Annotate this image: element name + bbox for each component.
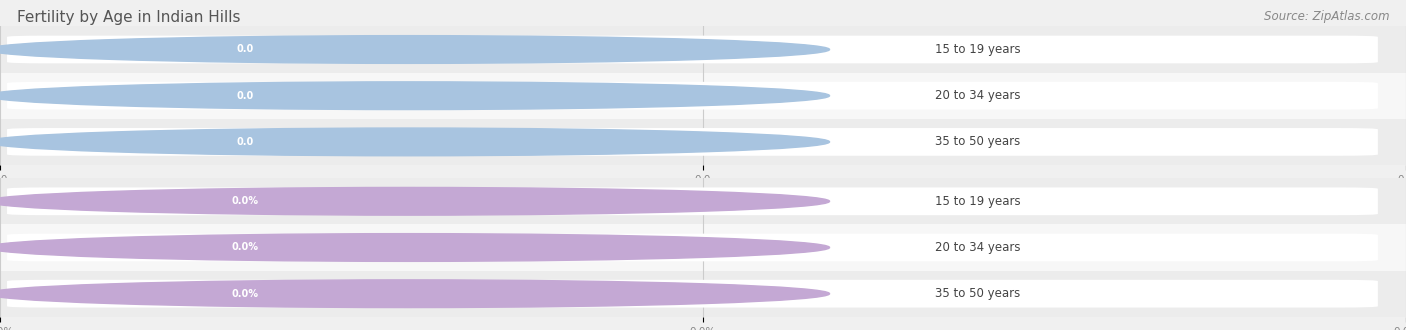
Text: 0.0%: 0.0% xyxy=(231,243,259,252)
Text: 20 to 34 years: 20 to 34 years xyxy=(935,89,1021,102)
FancyBboxPatch shape xyxy=(218,85,271,107)
Text: 0.0: 0.0 xyxy=(236,91,253,101)
Text: 20 to 34 years: 20 to 34 years xyxy=(935,241,1021,254)
Text: 0.0: 0.0 xyxy=(236,137,253,147)
FancyBboxPatch shape xyxy=(218,131,271,153)
FancyBboxPatch shape xyxy=(0,178,1406,224)
Text: 15 to 19 years: 15 to 19 years xyxy=(935,195,1021,208)
FancyBboxPatch shape xyxy=(7,234,1378,261)
Text: 0.0%: 0.0% xyxy=(231,289,259,299)
Text: 35 to 50 years: 35 to 50 years xyxy=(935,135,1021,148)
FancyBboxPatch shape xyxy=(7,187,1378,215)
FancyBboxPatch shape xyxy=(218,39,271,60)
Circle shape xyxy=(0,128,830,156)
FancyBboxPatch shape xyxy=(218,283,271,305)
FancyBboxPatch shape xyxy=(7,128,1378,156)
FancyBboxPatch shape xyxy=(7,36,1378,63)
FancyBboxPatch shape xyxy=(0,73,1406,119)
FancyBboxPatch shape xyxy=(0,26,1406,73)
Circle shape xyxy=(0,36,830,63)
FancyBboxPatch shape xyxy=(218,190,271,212)
FancyBboxPatch shape xyxy=(0,119,1406,165)
Text: 15 to 19 years: 15 to 19 years xyxy=(935,43,1021,56)
Text: 0.0: 0.0 xyxy=(236,45,253,54)
Circle shape xyxy=(0,187,830,215)
FancyBboxPatch shape xyxy=(7,280,1378,308)
Text: 35 to 50 years: 35 to 50 years xyxy=(935,287,1021,300)
Text: Source: ZipAtlas.com: Source: ZipAtlas.com xyxy=(1264,10,1389,23)
Text: Fertility by Age in Indian Hills: Fertility by Age in Indian Hills xyxy=(17,10,240,25)
Circle shape xyxy=(0,280,830,308)
FancyBboxPatch shape xyxy=(7,82,1378,110)
Text: 0.0%: 0.0% xyxy=(231,196,259,206)
Circle shape xyxy=(0,234,830,261)
FancyBboxPatch shape xyxy=(0,271,1406,317)
FancyBboxPatch shape xyxy=(218,237,271,258)
FancyBboxPatch shape xyxy=(0,224,1406,271)
Circle shape xyxy=(0,82,830,110)
